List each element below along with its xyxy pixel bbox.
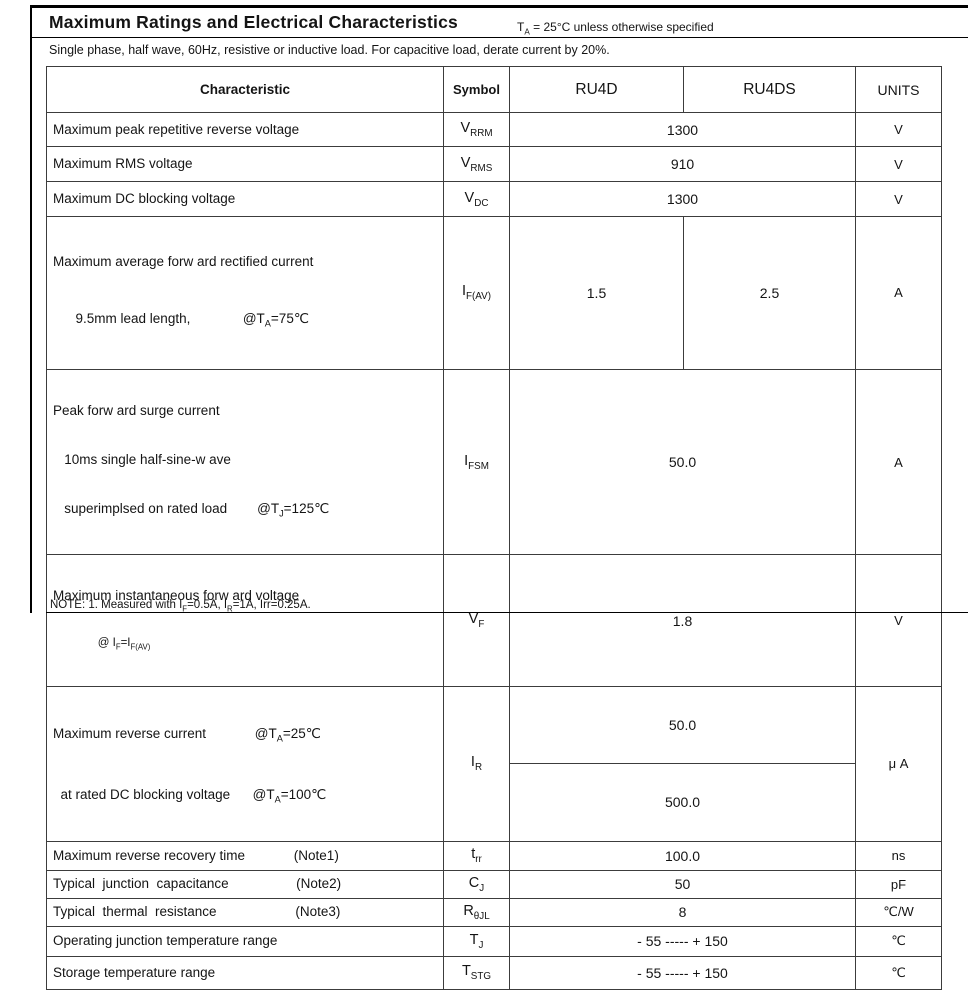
value-cell: 100.0: [509, 840, 856, 871]
table-row: Maximum instantaneous forw ard voltage @…: [46, 554, 942, 687]
characteristic-cell: Maximum average forw ard rectified curre…: [46, 216, 444, 370]
table-row: Maximum RMS voltage VRMS 910 V: [46, 146, 942, 182]
table-row: Maximum DC blocking voltage VDC 1300 V: [46, 181, 942, 217]
table-row: Typical junction capacitance (Note2) CJ …: [46, 869, 942, 899]
value-cell-upper: 50.0: [509, 685, 856, 765]
value-cell-ru4ds: 2.5: [683, 216, 856, 370]
characteristic-cell: Maximum peak repetitive reverse voltage: [46, 112, 444, 147]
value-cell-lower: 500.0: [509, 763, 856, 842]
symbol-cell: trr: [443, 840, 510, 871]
load-conditions-subtitle: Single phase, half wave, 60Hz, resistive…: [49, 43, 610, 57]
symbol-cell: IFSM: [443, 368, 510, 556]
characteristic-cell: Maximum RMS voltage: [46, 146, 444, 182]
symbol-cell: RθJL: [443, 897, 510, 927]
header-symbol: Symbol: [443, 66, 510, 113]
symbol-cell: TJ: [443, 925, 510, 957]
value-cell: 1300: [509, 112, 856, 147]
characteristic-cell: Maximum reverse recovery time (Note1): [46, 840, 444, 871]
header-characteristic: Characteristic: [46, 66, 444, 113]
characteristic-cell: Peak forw ard surge current 10ms single …: [46, 368, 444, 556]
unit-cell: ℃: [855, 955, 942, 990]
value-cell: 1.8: [509, 554, 856, 687]
table-footnote: NOTE: 1. Measured with IF=0.5A, IR=1A, I…: [50, 599, 311, 614]
characteristic-cell: Maximum reverse current @TA=25℃ at rated…: [46, 685, 444, 842]
characteristic-cell: Typical junction capacitance (Note2): [46, 869, 444, 899]
table-row: Maximum peak repetitive reverse voltage …: [46, 112, 942, 147]
characteristic-cell: Maximum instantaneous forw ard voltage @…: [46, 554, 444, 687]
unit-cell: V: [855, 181, 942, 217]
datasheet-table: Characteristic Symbol RU4D RU4DS UNITS M…: [46, 66, 942, 990]
unit-cell: ℃/W: [855, 897, 942, 927]
symbol-cell: VDC: [443, 181, 510, 217]
table-row: Operating junction temperature range TJ …: [46, 925, 942, 957]
symbol-cell: IF(AV): [443, 216, 510, 370]
table-row: Maximum reverse recovery time (Note1) tr…: [46, 840, 942, 871]
symbol-cell: CJ: [443, 869, 510, 899]
value-cell: - 55 ----- + 150: [509, 925, 856, 957]
header-model-ru4ds: RU4DS: [683, 66, 856, 113]
unit-cell: V: [855, 112, 942, 147]
unit-cell: pF: [855, 869, 942, 899]
title-underline-divider: [30, 37, 968, 38]
unit-cell: A: [855, 368, 942, 556]
left-page-border: [30, 5, 32, 613]
value-cell: 8: [509, 897, 856, 927]
table-row: Peak forw ard surge current 10ms single …: [46, 368, 942, 556]
table-row: Storage temperature range TSTG - 55 ----…: [46, 955, 942, 990]
symbol-cell: IR: [443, 685, 510, 842]
unit-cell: ns: [855, 840, 942, 871]
unit-cell: V: [855, 554, 942, 687]
unit-cell: A: [855, 216, 942, 370]
title-condition-note: TA = 25°C unless otherwise specified: [517, 20, 714, 37]
value-cell: 50: [509, 869, 856, 899]
page-title: Maximum Ratings and Electrical Character…: [49, 12, 458, 32]
table-row: Typical thermal resistance (Note3) RθJL …: [46, 897, 942, 927]
table-row: Maximum reverse current @TA=25℃ at rated…: [46, 685, 942, 842]
top-divider: [30, 5, 968, 8]
symbol-cell: VRRM: [443, 112, 510, 147]
characteristic-cell: Operating junction temperature range: [46, 925, 444, 957]
value-cell: - 55 ----- + 150: [509, 955, 856, 990]
value-cell: 910: [509, 146, 856, 182]
symbol-cell: VF: [443, 554, 510, 687]
value-cell: 50.0: [509, 368, 856, 556]
table-row: Maximum average forw ard rectified curre…: [46, 216, 942, 370]
value-cell-ru4d: 1.5: [509, 216, 684, 370]
unit-cell: ℃: [855, 925, 942, 957]
characteristic-cell: Maximum DC blocking voltage: [46, 181, 444, 217]
symbol-cell: VRMS: [443, 146, 510, 182]
value-cell: 1300: [509, 181, 856, 217]
header-model-ru4d: RU4D: [509, 66, 684, 113]
unit-cell: μ A: [855, 685, 942, 842]
table-header-row: Characteristic Symbol RU4D RU4DS UNITS: [46, 66, 942, 113]
characteristic-cell: Storage temperature range: [46, 955, 444, 990]
symbol-cell: TSTG: [443, 955, 510, 990]
characteristic-cell: Typical thermal resistance (Note3): [46, 897, 444, 927]
ratings-table-container: Characteristic Symbol RU4D RU4DS UNITS M…: [46, 66, 942, 990]
header-units: UNITS: [855, 66, 942, 113]
unit-cell: V: [855, 146, 942, 182]
